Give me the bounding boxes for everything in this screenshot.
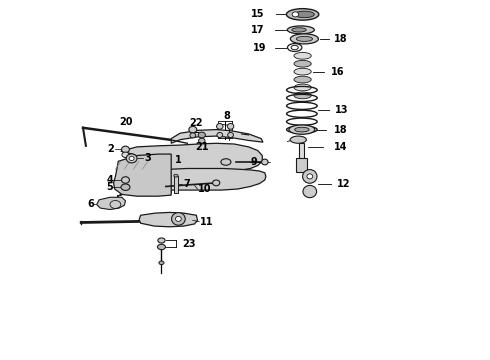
- Ellipse shape: [221, 159, 231, 165]
- Ellipse shape: [126, 154, 137, 163]
- Text: 6: 6: [88, 199, 95, 210]
- Text: 5: 5: [106, 182, 113, 192]
- Ellipse shape: [157, 244, 166, 250]
- Text: 7: 7: [183, 179, 190, 189]
- Ellipse shape: [174, 174, 178, 177]
- Ellipse shape: [159, 261, 164, 265]
- Text: 19: 19: [253, 42, 267, 53]
- Ellipse shape: [262, 159, 268, 165]
- Bar: [174, 176, 178, 193]
- Text: 23: 23: [182, 239, 196, 249]
- Ellipse shape: [122, 146, 129, 153]
- Ellipse shape: [129, 156, 134, 161]
- Ellipse shape: [213, 180, 220, 186]
- Ellipse shape: [172, 212, 185, 225]
- Bar: [296, 158, 307, 172]
- Ellipse shape: [292, 28, 306, 32]
- Polygon shape: [97, 197, 125, 210]
- Text: 12: 12: [337, 179, 350, 189]
- Ellipse shape: [198, 132, 205, 138]
- Ellipse shape: [189, 126, 197, 133]
- Ellipse shape: [291, 45, 298, 50]
- Ellipse shape: [122, 152, 129, 158]
- Text: 17: 17: [251, 25, 265, 35]
- Text: 20: 20: [120, 117, 133, 127]
- Ellipse shape: [217, 132, 222, 138]
- Text: 16: 16: [331, 67, 345, 77]
- Text: 10: 10: [198, 184, 212, 194]
- Text: 4: 4: [107, 175, 114, 185]
- Bar: [299, 143, 304, 162]
- Ellipse shape: [294, 60, 311, 67]
- Text: 11: 11: [200, 217, 214, 227]
- Text: 13: 13: [335, 105, 348, 115]
- Ellipse shape: [286, 9, 319, 20]
- Ellipse shape: [190, 133, 196, 138]
- Ellipse shape: [294, 53, 311, 59]
- Ellipse shape: [289, 125, 315, 134]
- Ellipse shape: [294, 11, 314, 18]
- Text: 18: 18: [334, 34, 348, 44]
- Text: 3: 3: [144, 153, 151, 163]
- Text: 1: 1: [175, 155, 182, 165]
- Ellipse shape: [294, 84, 311, 91]
- Ellipse shape: [198, 138, 205, 143]
- Text: 21: 21: [195, 141, 209, 152]
- Ellipse shape: [217, 123, 223, 129]
- Polygon shape: [114, 154, 171, 196]
- Text: 18: 18: [334, 125, 348, 135]
- Ellipse shape: [288, 44, 302, 51]
- Polygon shape: [171, 130, 263, 143]
- Ellipse shape: [296, 36, 313, 41]
- Text: 8: 8: [223, 111, 230, 121]
- Text: 14: 14: [334, 142, 348, 152]
- Text: 22: 22: [190, 118, 203, 128]
- Ellipse shape: [294, 76, 311, 83]
- Ellipse shape: [287, 26, 314, 34]
- Polygon shape: [116, 168, 266, 196]
- Ellipse shape: [227, 123, 234, 129]
- Ellipse shape: [158, 238, 165, 243]
- Text: 2: 2: [107, 144, 114, 154]
- Polygon shape: [139, 212, 197, 227]
- Ellipse shape: [228, 132, 233, 138]
- Ellipse shape: [290, 136, 306, 143]
- Text: 15: 15: [251, 9, 265, 19]
- Text: 9: 9: [250, 157, 257, 167]
- Ellipse shape: [121, 184, 130, 190]
- Ellipse shape: [294, 68, 311, 75]
- Ellipse shape: [291, 34, 318, 44]
- Ellipse shape: [303, 185, 317, 198]
- Ellipse shape: [175, 216, 181, 221]
- Ellipse shape: [303, 170, 317, 183]
- Polygon shape: [121, 143, 262, 195]
- Ellipse shape: [294, 127, 309, 132]
- Ellipse shape: [294, 92, 311, 99]
- Ellipse shape: [292, 12, 298, 17]
- Ellipse shape: [122, 177, 129, 183]
- Ellipse shape: [307, 174, 313, 179]
